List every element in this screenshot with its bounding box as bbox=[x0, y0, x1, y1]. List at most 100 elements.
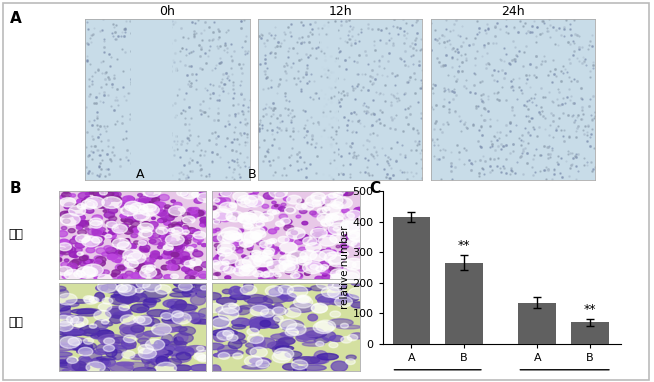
Circle shape bbox=[129, 203, 148, 214]
Circle shape bbox=[126, 271, 133, 276]
Circle shape bbox=[182, 267, 190, 272]
Circle shape bbox=[292, 360, 308, 369]
Circle shape bbox=[260, 241, 272, 248]
Circle shape bbox=[126, 251, 133, 255]
Circle shape bbox=[112, 238, 119, 243]
Ellipse shape bbox=[163, 351, 173, 355]
Circle shape bbox=[98, 230, 103, 233]
Circle shape bbox=[224, 231, 240, 240]
Circle shape bbox=[124, 274, 133, 280]
Ellipse shape bbox=[262, 306, 288, 316]
Circle shape bbox=[171, 200, 175, 202]
Ellipse shape bbox=[158, 340, 170, 346]
Circle shape bbox=[140, 248, 146, 252]
Circle shape bbox=[116, 250, 122, 254]
Circle shape bbox=[78, 241, 82, 243]
Circle shape bbox=[296, 295, 309, 303]
Circle shape bbox=[135, 259, 146, 265]
Circle shape bbox=[311, 228, 327, 238]
Circle shape bbox=[267, 209, 277, 215]
Bar bbox=[171, 19, 175, 180]
Circle shape bbox=[182, 256, 187, 259]
Circle shape bbox=[317, 231, 325, 236]
Ellipse shape bbox=[220, 327, 233, 337]
Circle shape bbox=[275, 205, 278, 207]
Circle shape bbox=[290, 273, 300, 278]
Circle shape bbox=[133, 211, 150, 220]
Ellipse shape bbox=[246, 343, 262, 348]
Circle shape bbox=[86, 208, 94, 213]
Circle shape bbox=[198, 242, 201, 244]
Circle shape bbox=[336, 197, 343, 201]
Circle shape bbox=[76, 267, 86, 273]
Circle shape bbox=[347, 210, 362, 219]
Circle shape bbox=[322, 194, 343, 206]
Ellipse shape bbox=[56, 360, 69, 366]
Ellipse shape bbox=[111, 345, 136, 349]
Circle shape bbox=[338, 193, 343, 196]
Circle shape bbox=[137, 260, 146, 266]
Circle shape bbox=[111, 273, 117, 277]
Circle shape bbox=[169, 228, 175, 232]
Circle shape bbox=[329, 342, 338, 348]
Circle shape bbox=[122, 196, 133, 202]
Ellipse shape bbox=[100, 368, 110, 373]
Ellipse shape bbox=[328, 319, 353, 326]
Circle shape bbox=[298, 259, 303, 262]
Circle shape bbox=[169, 224, 175, 228]
Ellipse shape bbox=[70, 365, 79, 371]
Circle shape bbox=[223, 191, 232, 196]
Circle shape bbox=[285, 269, 294, 274]
Circle shape bbox=[347, 334, 358, 341]
Ellipse shape bbox=[330, 335, 343, 342]
Circle shape bbox=[243, 256, 249, 259]
Ellipse shape bbox=[60, 314, 71, 318]
Ellipse shape bbox=[314, 351, 328, 361]
Circle shape bbox=[133, 228, 141, 233]
Ellipse shape bbox=[250, 358, 269, 364]
Circle shape bbox=[143, 281, 161, 292]
Circle shape bbox=[356, 225, 360, 228]
Circle shape bbox=[228, 263, 234, 267]
Circle shape bbox=[241, 264, 254, 272]
Circle shape bbox=[342, 220, 362, 232]
Circle shape bbox=[123, 249, 142, 261]
Circle shape bbox=[123, 209, 128, 212]
Circle shape bbox=[92, 222, 102, 228]
Circle shape bbox=[255, 201, 261, 204]
Circle shape bbox=[124, 259, 139, 268]
Circle shape bbox=[324, 252, 344, 264]
Circle shape bbox=[99, 192, 104, 194]
Circle shape bbox=[95, 236, 104, 241]
Circle shape bbox=[58, 231, 67, 237]
Circle shape bbox=[105, 234, 112, 238]
Circle shape bbox=[82, 267, 97, 277]
Circle shape bbox=[243, 256, 262, 267]
Ellipse shape bbox=[212, 329, 237, 336]
Circle shape bbox=[335, 220, 345, 226]
Ellipse shape bbox=[176, 342, 186, 351]
Ellipse shape bbox=[101, 337, 120, 346]
Ellipse shape bbox=[98, 334, 125, 345]
Circle shape bbox=[278, 236, 289, 243]
Circle shape bbox=[337, 189, 345, 194]
Circle shape bbox=[219, 202, 237, 212]
Ellipse shape bbox=[175, 365, 191, 371]
Circle shape bbox=[233, 214, 237, 217]
Circle shape bbox=[171, 227, 183, 234]
Circle shape bbox=[192, 244, 197, 248]
Circle shape bbox=[223, 260, 230, 264]
Circle shape bbox=[312, 212, 320, 217]
Circle shape bbox=[239, 265, 256, 276]
Circle shape bbox=[212, 317, 230, 328]
Ellipse shape bbox=[196, 281, 207, 291]
Circle shape bbox=[250, 305, 269, 316]
Circle shape bbox=[133, 241, 139, 244]
Circle shape bbox=[272, 201, 276, 204]
Circle shape bbox=[237, 249, 243, 253]
Ellipse shape bbox=[77, 349, 95, 354]
Circle shape bbox=[248, 334, 264, 343]
Ellipse shape bbox=[56, 324, 69, 331]
Ellipse shape bbox=[198, 308, 213, 317]
Circle shape bbox=[73, 255, 78, 257]
